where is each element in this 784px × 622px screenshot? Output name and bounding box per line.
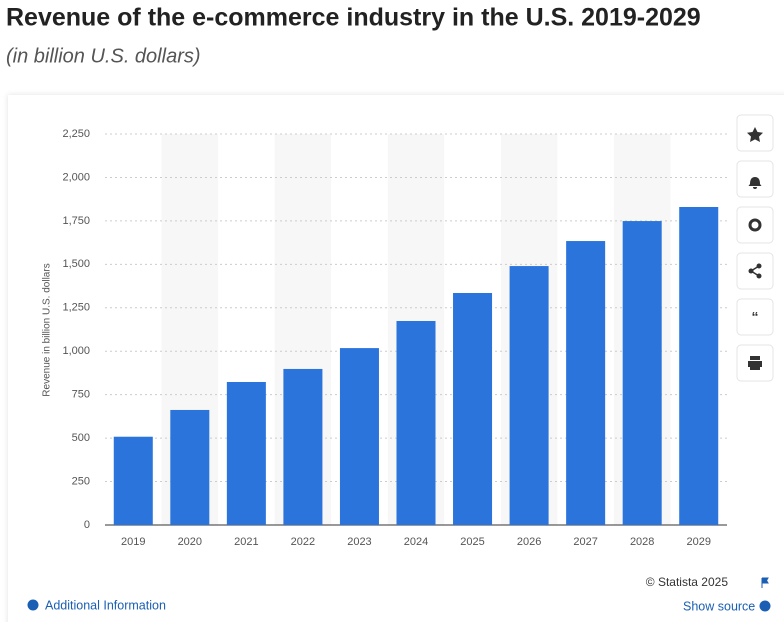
x-tick-label: 2028 [630, 536, 654, 548]
info-icon [27, 599, 39, 611]
bell-icon [748, 177, 762, 189]
bar [226, 381, 266, 525]
info-icon [759, 600, 771, 612]
bar [113, 436, 153, 525]
gear-icon [748, 218, 762, 232]
y-tick-label: 1,500 [62, 258, 90, 270]
x-tick-label: 2026 [517, 536, 541, 548]
cite-button[interactable] [736, 298, 774, 336]
bar [396, 320, 436, 525]
y-tick-label: 0 [84, 519, 90, 531]
quote-icon: “ [752, 309, 759, 325]
chart-title: Revenue of the e-commerce industry in th… [6, 4, 701, 32]
settings-button[interactable] [736, 206, 774, 244]
show-source-link[interactable]: Show source [683, 599, 755, 613]
y-tick-label: 500 [72, 432, 90, 444]
star-icon [747, 127, 763, 142]
share-icon [749, 265, 760, 277]
chart-subtitle: (in billion U.S. dollars) [6, 45, 201, 67]
y-tick-label: 750 [72, 389, 90, 401]
y-tick-label: 250 [72, 475, 90, 487]
y-tick-label: 1,000 [62, 345, 90, 357]
bar [170, 409, 210, 525]
bar [283, 368, 323, 525]
toolbar-icons: “ [747, 127, 763, 370]
y-tick-label: 1,250 [62, 302, 90, 314]
bar [453, 293, 493, 525]
x-tick-label: 2022 [291, 536, 315, 548]
bar [679, 206, 719, 525]
x-tick-label: 2020 [178, 536, 202, 548]
y-tick-label: 1,750 [62, 215, 90, 227]
print-icon [748, 356, 762, 370]
y-tick-label: 2,250 [62, 128, 90, 140]
x-tick-label: 2024 [404, 536, 428, 548]
x-tick-label: 2027 [573, 536, 597, 548]
x-tick-label: 2025 [460, 536, 484, 548]
additional-info-link[interactable]: Additional Information [45, 598, 166, 612]
y-tick-label: 2,000 [62, 171, 90, 183]
flag-icon [761, 577, 769, 588]
share-button[interactable] [736, 252, 774, 290]
bar [622, 221, 662, 525]
bar [339, 348, 379, 525]
bar [566, 241, 606, 525]
x-tick-label: 2023 [347, 536, 371, 548]
x-tick-label: 2029 [686, 536, 710, 548]
copyright: © Statista 2025 [646, 575, 729, 589]
x-tick-label: 2021 [234, 536, 258, 548]
bar [509, 266, 549, 525]
y-axis-label: Revenue in billion U.S. dollars [42, 263, 53, 396]
plot: 0 250 500 750 1,000 1,250 1,500 1,750 2,000 2,250… [62, 128, 727, 548]
x-tick-label: 2019 [121, 536, 145, 548]
